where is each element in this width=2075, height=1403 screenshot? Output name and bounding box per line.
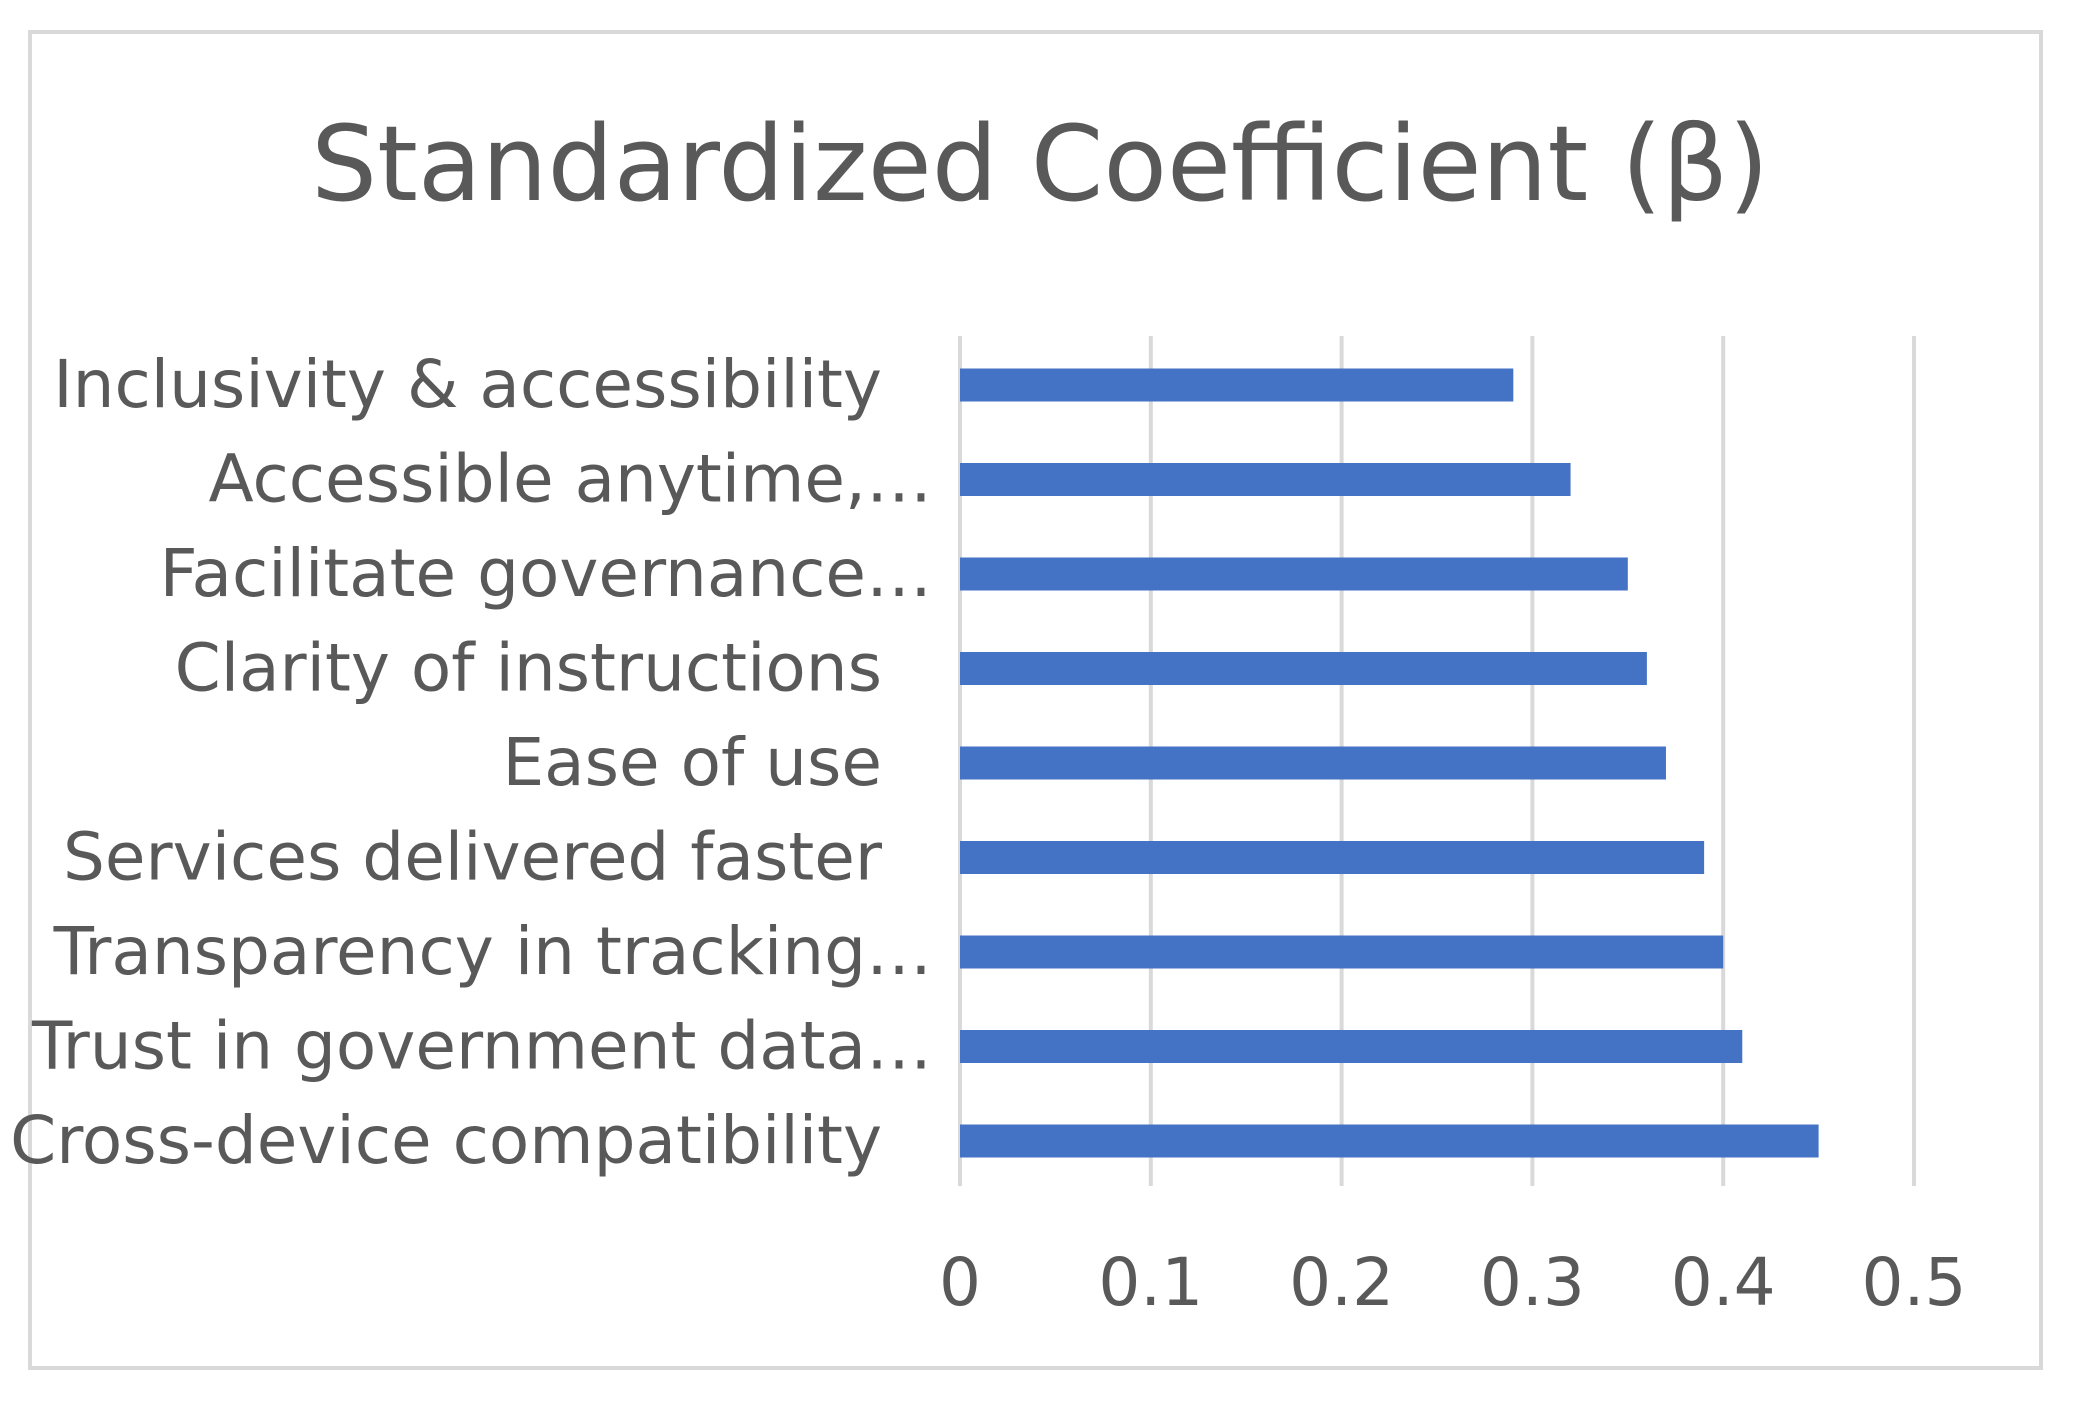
category-label: Accessible anytime,… [208, 441, 932, 518]
x-axis-tick-labels: 0 0.1 0.2 0.3 0.4 0.5 [939, 1244, 1966, 1321]
category-label: Cross-device compatibility [10, 1102, 882, 1179]
bar [960, 557, 1628, 591]
bar [960, 652, 1647, 685]
x-tick-label: 0.4 [1671, 1244, 1776, 1321]
bar [960, 463, 1571, 496]
bar [960, 746, 1666, 780]
bar [960, 1124, 1819, 1158]
x-tick-label: 0.3 [1480, 1244, 1585, 1321]
x-tick-label: 0.1 [1098, 1244, 1203, 1321]
bar [960, 935, 1724, 969]
category-labels: Inclusivity & accessibility Accessible an… [10, 346, 932, 1179]
x-tick-label: 0 [939, 1244, 981, 1321]
category-label: Inclusivity & accessibility [53, 346, 882, 423]
category-label: Facilitate governance… [160, 535, 932, 612]
bar [960, 1030, 1743, 1063]
x-tick-label: 0.5 [1862, 1244, 1967, 1321]
bar [960, 841, 1705, 874]
x-tick-label: 0.2 [1289, 1244, 1394, 1321]
chart-title: Standardized Coefficient (β) [311, 103, 1769, 225]
category-label: Services delivered faster [63, 819, 883, 896]
category-label: Clarity of instructions [175, 630, 882, 707]
bars [960, 368, 1819, 1158]
category-label: Ease of use [502, 724, 882, 801]
category-label: Transparency in tracking… [53, 913, 932, 990]
category-label: Trust in government data… [31, 1008, 932, 1085]
bar [960, 368, 1514, 402]
